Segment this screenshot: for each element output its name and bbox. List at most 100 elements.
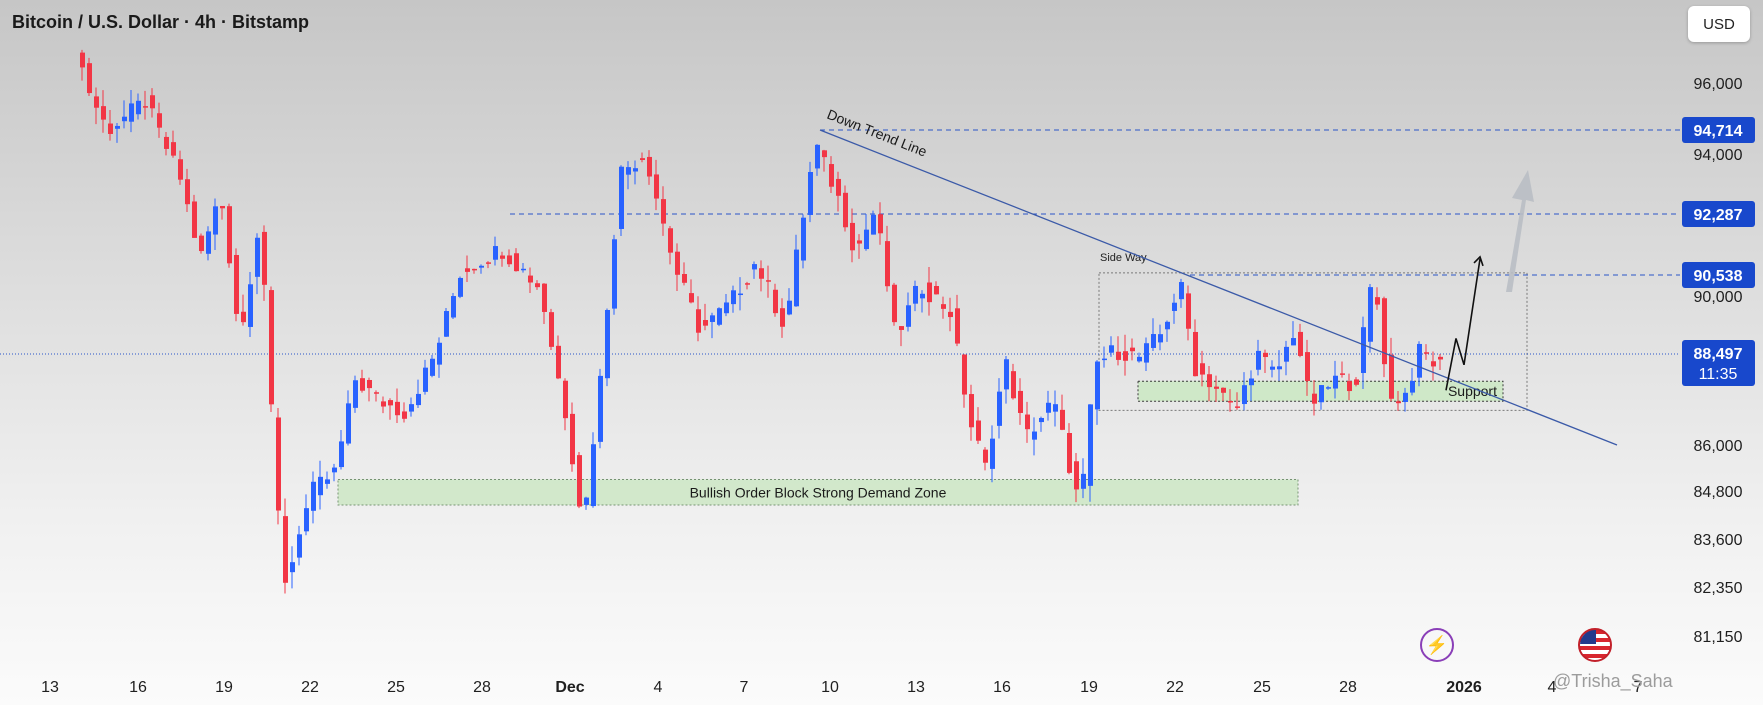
candle-body: [234, 255, 239, 314]
x-tick-label: 7: [740, 679, 749, 696]
y-tick-label: 83,600: [1694, 532, 1743, 549]
candle-body: [668, 228, 673, 253]
candle-body: [1242, 385, 1247, 405]
candle-body: [1123, 351, 1128, 361]
x-tick-label: 16: [129, 679, 147, 696]
candle-body: [262, 231, 267, 285]
candle-body: [465, 268, 470, 272]
candle-body: [815, 144, 820, 169]
candle-body: [458, 277, 463, 297]
candle-body: [1207, 374, 1212, 388]
candle-body: [1431, 361, 1436, 367]
candle-body: [934, 286, 939, 295]
x-tick-label: 28: [1339, 679, 1357, 696]
candle-body: [444, 311, 449, 337]
candle-body: [479, 265, 484, 268]
candle-body: [766, 280, 771, 282]
candle-body: [1340, 373, 1345, 375]
candle-body: [143, 106, 148, 108]
candle-body: [1263, 352, 1268, 358]
candle-body: [969, 394, 974, 428]
candle-body: [1039, 417, 1044, 423]
candle-body: [451, 296, 456, 318]
candle-body: [892, 284, 897, 323]
x-tick-label: 4: [1548, 679, 1557, 696]
x-tick-label: 13: [907, 679, 925, 696]
candle-body: [367, 379, 372, 389]
candle-body: [297, 534, 302, 558]
candle-body: [241, 311, 246, 323]
candle-body: [171, 142, 176, 156]
candle-body: [885, 241, 890, 287]
candle-body: [724, 302, 729, 314]
candle-body: [220, 205, 225, 209]
y-tick-label: 94,000: [1694, 147, 1743, 164]
candle-body: [80, 52, 85, 68]
y-tick-label: 82,350: [1694, 580, 1743, 597]
candle-body: [612, 239, 617, 309]
candle-body: [486, 262, 491, 264]
candle-body: [1081, 473, 1086, 489]
candle-body: [864, 229, 869, 250]
trend-line-label: Down Trend Line: [825, 106, 930, 160]
candle-body: [556, 345, 561, 379]
x-tick-label: 22: [1166, 679, 1184, 696]
candle-body: [269, 290, 274, 405]
candle-body: [542, 283, 547, 312]
candle-body: [381, 401, 386, 407]
candle-body: [836, 178, 841, 196]
candle-body: [318, 476, 323, 496]
candle-body: [962, 354, 967, 395]
sideway-label: Side Way: [1100, 252, 1147, 264]
candle-body: [577, 455, 582, 507]
candle-body: [787, 300, 792, 315]
us-flag-icon[interactable]: [1578, 628, 1612, 662]
price-badge: [1682, 117, 1755, 143]
candle-body: [983, 449, 988, 463]
candle-body: [1011, 371, 1016, 399]
candle-body: [1060, 409, 1065, 430]
candle-body: [955, 308, 960, 344]
lightning-icon[interactable]: ⚡: [1420, 628, 1454, 662]
candle-body: [717, 308, 722, 325]
candle-body: [1389, 354, 1394, 399]
x-tick-label: 25: [1253, 679, 1271, 696]
candle-body: [1249, 378, 1254, 386]
candle-body: [640, 158, 645, 161]
candle-body: [353, 380, 358, 408]
projection-arrowhead: [1473, 255, 1484, 267]
x-tick-label: 10: [821, 679, 839, 696]
candle-body: [1333, 375, 1338, 389]
candle-body: [563, 380, 568, 419]
candle-body: [1256, 350, 1261, 370]
candle-body: [829, 164, 834, 187]
candle-body: [255, 237, 260, 277]
y-tick-label: 96,000: [1694, 76, 1743, 93]
candle-body: [1354, 379, 1359, 385]
candle-body: [1347, 381, 1352, 392]
candle-body: [675, 251, 680, 275]
candle-body: [1018, 390, 1023, 413]
candle-body: [584, 497, 589, 505]
candle-body: [283, 516, 288, 583]
candle-body: [115, 125, 120, 129]
price-badge-label: 94,714: [1694, 123, 1743, 140]
price-badge: [1682, 201, 1755, 227]
x-tick-label: 16: [993, 679, 1011, 696]
candle-body: [605, 310, 610, 379]
currency-button[interactable]: USD: [1688, 6, 1750, 42]
price-badge-label: 90,538: [1694, 268, 1743, 285]
y-tick-label: 90,000: [1694, 289, 1743, 306]
candle-body: [1109, 345, 1114, 353]
candle-body: [304, 508, 309, 532]
candle-body: [206, 231, 211, 254]
candle-body: [1368, 287, 1373, 342]
candle-body: [409, 404, 414, 412]
candle-body: [626, 167, 631, 175]
target-arrow: [1506, 170, 1534, 292]
price-badge-time: 11:35: [1699, 366, 1738, 383]
candle-body: [752, 264, 757, 270]
candle-body: [1319, 385, 1324, 403]
